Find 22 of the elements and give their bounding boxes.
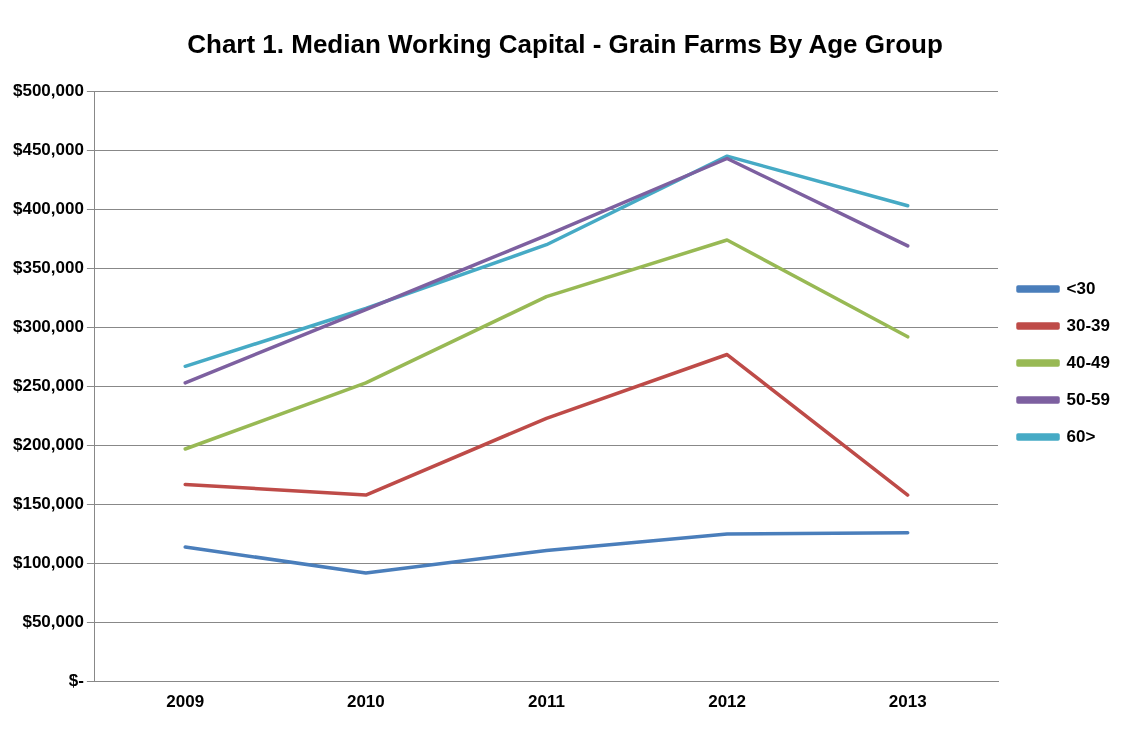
legend-label: 30-39 — [1066, 315, 1110, 335]
x-tick-label: 2013 — [888, 692, 927, 712]
x-tick-label: 2011 — [528, 692, 565, 712]
y-tick-label: $- — [68, 671, 84, 691]
legend-label: 50-59 — [1066, 389, 1110, 409]
y-tick-label: $400,000 — [13, 198, 84, 218]
legend-label: 60> — [1066, 426, 1096, 446]
legend-label: 40-49 — [1066, 352, 1110, 372]
y-tick-label: $450,000 — [13, 139, 84, 159]
y-tick-label: $500,000 — [13, 80, 84, 100]
y-tick-label: $200,000 — [13, 435, 84, 455]
y-tick-label: $350,000 — [13, 258, 84, 278]
x-tick-label: 2012 — [708, 692, 746, 712]
y-tick-label: $50,000 — [22, 612, 84, 632]
chart-title: Chart 1. Median Working Capital - Grain Farms By Age Group — [187, 28, 943, 59]
y-tick-label: $250,000 — [13, 376, 84, 396]
legend-label: <30 — [1066, 278, 1096, 298]
x-tick-label: 2009 — [166, 692, 205, 712]
y-tick-label: $300,000 — [13, 317, 84, 337]
y-tick-label: $150,000 — [13, 494, 84, 514]
x-tick-label: 2010 — [346, 692, 385, 712]
y-tick-label: $100,000 — [13, 553, 84, 573]
